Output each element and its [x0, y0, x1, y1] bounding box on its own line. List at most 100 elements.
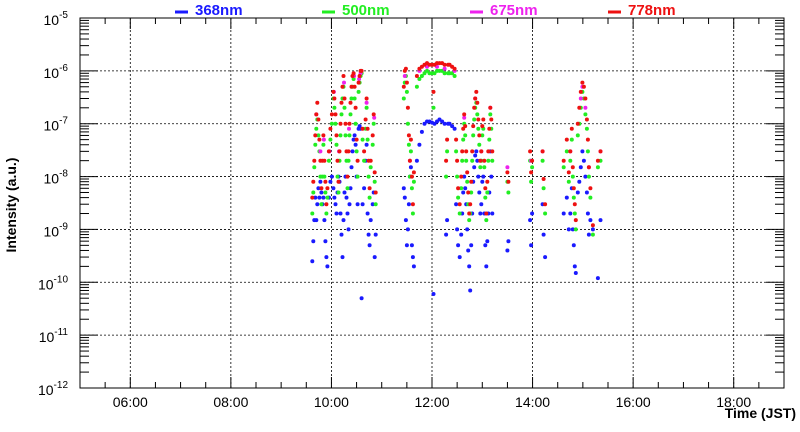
x-tick-label: 06:00 — [113, 394, 148, 410]
data-point-778nm — [329, 112, 334, 117]
data-point-778nm — [348, 100, 353, 105]
data-point-368nm — [459, 232, 464, 237]
data-point-778nm — [359, 68, 364, 73]
data-point-500nm — [373, 202, 378, 207]
data-point-778nm — [484, 211, 489, 216]
data-point-500nm — [463, 133, 468, 138]
data-point-500nm — [355, 174, 360, 179]
data-point-368nm — [349, 165, 354, 170]
data-point-778nm — [475, 100, 480, 105]
y-tick-exponent: -12 — [54, 380, 69, 391]
data-point-368nm — [403, 218, 408, 223]
data-point-368nm — [578, 165, 583, 170]
data-point-368nm — [322, 218, 327, 223]
data-point-778nm — [528, 149, 533, 154]
data-point-500nm — [485, 190, 490, 195]
data-point-778nm — [463, 124, 468, 129]
data-point-500nm — [316, 133, 321, 138]
data-point-778nm — [337, 149, 342, 154]
data-point-778nm — [315, 100, 320, 105]
data-point-778nm — [356, 80, 361, 85]
data-point-778nm — [445, 137, 450, 142]
data-point-368nm — [338, 211, 343, 216]
data-point-368nm — [315, 202, 320, 207]
data-point-778nm — [431, 89, 436, 94]
data-point-778nm — [530, 158, 535, 163]
data-point-368nm — [528, 218, 533, 223]
data-point-778nm — [311, 179, 316, 184]
data-point-500nm — [329, 121, 334, 126]
data-point-500nm — [561, 165, 566, 170]
data-point-368nm — [466, 248, 471, 253]
y-tick-label: 10-10 — [38, 274, 68, 292]
data-point-778nm — [313, 133, 318, 138]
data-point-500nm — [338, 133, 343, 138]
data-point-778nm — [357, 74, 362, 78]
data-point-778nm — [372, 170, 377, 175]
data-point-500nm — [529, 179, 534, 184]
legend-label-500nm: 500nm — [342, 2, 390, 19]
data-point-778nm — [541, 177, 546, 181]
data-point-778nm — [488, 105, 493, 110]
data-point-500nm — [324, 211, 329, 216]
data-point-778nm — [583, 96, 588, 101]
data-point-778nm — [595, 158, 600, 163]
data-point-500nm — [409, 186, 414, 191]
data-point-368nm — [477, 190, 482, 195]
data-point-500nm — [321, 142, 326, 147]
data-point-368nm — [580, 149, 585, 154]
data-point-368nm — [365, 211, 370, 216]
data-point-500nm — [419, 74, 424, 78]
data-point-500nm — [346, 158, 351, 163]
data-point-368nm — [372, 255, 377, 260]
data-point-500nm — [585, 149, 590, 154]
data-point-778nm — [578, 89, 583, 94]
data-point-500nm — [476, 126, 481, 131]
data-point-368nm — [469, 243, 474, 248]
data-point-778nm — [584, 117, 589, 122]
data-point-778nm — [364, 96, 369, 101]
data-point-500nm — [356, 89, 361, 94]
data-point-368nm — [334, 211, 339, 216]
data-point-368nm — [367, 243, 372, 248]
data-point-500nm — [477, 142, 482, 147]
data-point-778nm — [403, 66, 408, 71]
data-point-500nm — [454, 149, 459, 154]
data-point-368nm — [505, 248, 510, 253]
data-point-500nm — [345, 186, 350, 191]
data-point-778nm — [459, 174, 464, 179]
data-point-368nm — [473, 153, 478, 158]
data-point-368nm — [409, 243, 414, 248]
y-tick-label: 10-8 — [44, 169, 69, 187]
data-point-778nm — [590, 223, 595, 228]
data-point-778nm — [571, 186, 576, 191]
data-point-368nm — [344, 195, 349, 200]
data-point-368nm — [346, 227, 351, 232]
data-point-500nm — [583, 112, 588, 117]
data-point-675nm — [318, 149, 323, 154]
data-point-368nm — [575, 190, 580, 195]
data-point-500nm — [349, 96, 354, 101]
data-point-778nm — [362, 149, 367, 154]
data-point-778nm — [405, 105, 410, 110]
data-point-500nm — [332, 105, 337, 110]
data-point-675nm — [578, 96, 583, 101]
data-point-368nm — [431, 292, 436, 296]
data-point-500nm — [365, 137, 370, 142]
data-point-500nm — [464, 158, 469, 163]
data-point-778nm — [347, 121, 352, 126]
data-point-675nm — [505, 165, 510, 170]
data-point-778nm — [409, 174, 414, 179]
data-point-368nm — [454, 202, 459, 207]
data-point-368nm — [456, 243, 461, 248]
data-point-500nm — [314, 126, 319, 131]
data-point-778nm — [371, 112, 376, 117]
data-point-500nm — [590, 232, 595, 237]
data-point-368nm — [468, 288, 473, 293]
data-point-500nm — [323, 190, 328, 195]
data-point-500nm — [347, 133, 352, 138]
data-point-778nm — [573, 218, 578, 223]
data-point-778nm — [564, 137, 569, 142]
data-point-368nm — [463, 186, 468, 191]
data-point-500nm — [472, 117, 477, 122]
